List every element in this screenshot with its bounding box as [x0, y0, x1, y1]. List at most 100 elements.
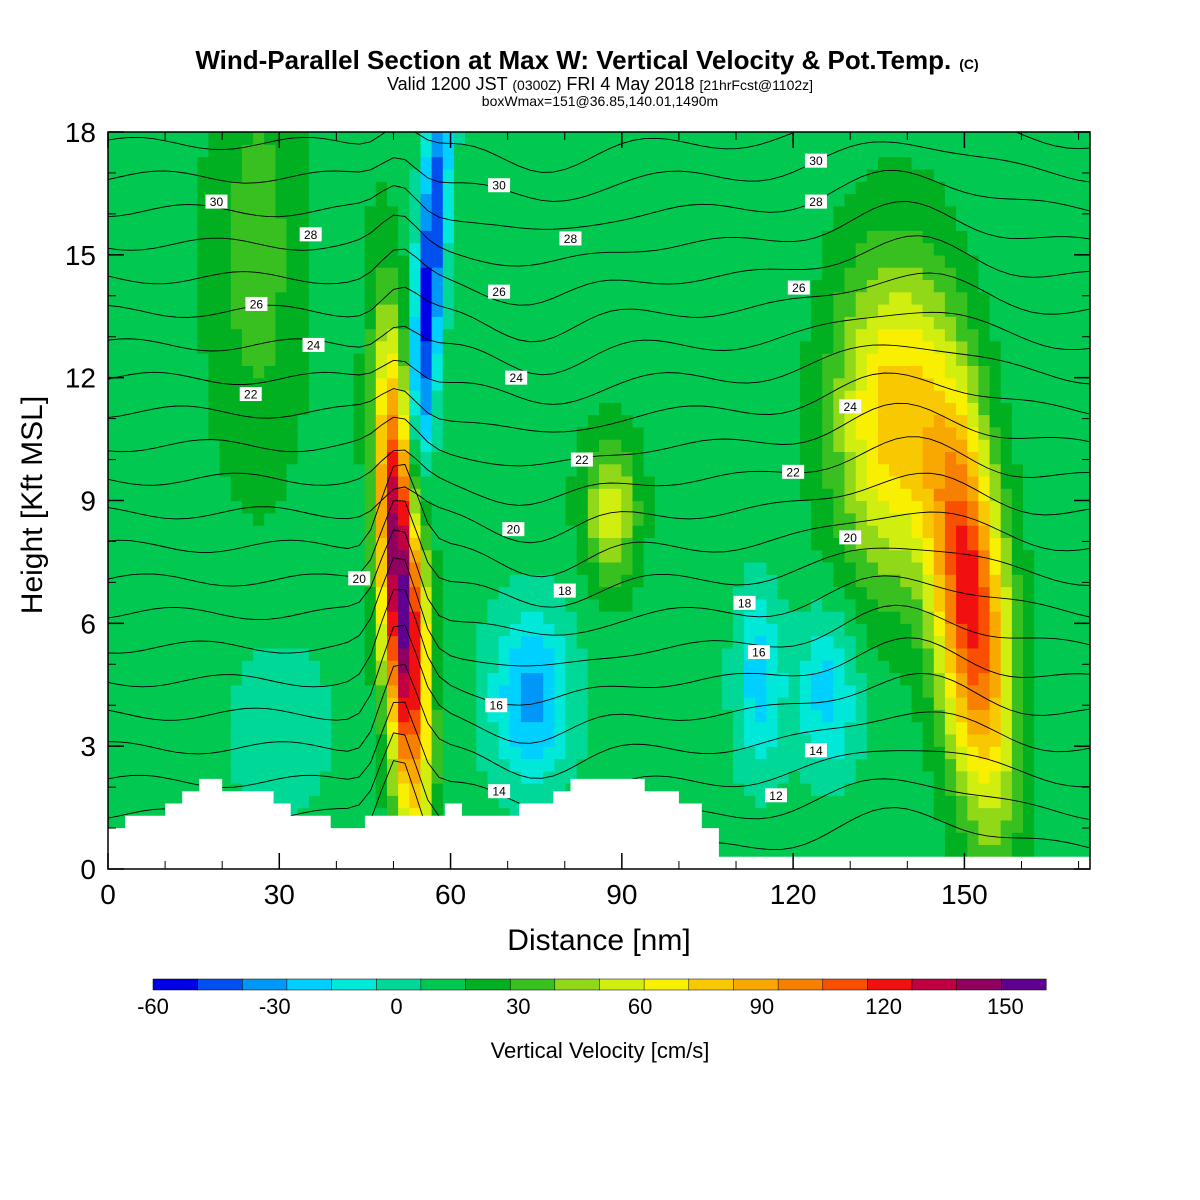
velocity-cell: [866, 181, 879, 194]
velocity-cell: [1067, 365, 1080, 379]
velocity-cell: [889, 611, 901, 624]
velocity-cell: [643, 181, 656, 194]
velocity-cell: [1000, 463, 1013, 477]
velocity-cell: [878, 721, 890, 735]
velocity-cell: [822, 365, 834, 379]
velocity-cell: [308, 328, 321, 342]
velocity-cell: [442, 512, 455, 526]
velocity-cell: [1056, 758, 1069, 772]
velocity-cell: [375, 647, 388, 661]
velocity-cell: [677, 377, 689, 391]
velocity-cell: [453, 353, 466, 366]
velocity-cell: [822, 525, 834, 538]
velocity-cell: [152, 316, 165, 330]
velocity-cell: [119, 181, 131, 194]
velocity-cell: [643, 488, 656, 502]
velocity-cell: [331, 512, 343, 526]
velocity-cell: [364, 181, 377, 194]
velocity-cell: [944, 451, 957, 465]
velocity-cell: [398, 721, 410, 735]
velocity-cell: [476, 697, 489, 710]
velocity-cell: [1034, 500, 1046, 514]
velocity-cell: [230, 623, 243, 637]
velocity-cell: [677, 697, 689, 710]
velocity-cell: [911, 463, 924, 477]
velocity-cell: [1056, 218, 1069, 231]
velocity-cell: [253, 267, 265, 280]
velocity-cell: [375, 770, 388, 784]
velocity-cell: [520, 353, 533, 366]
velocity-cell: [108, 721, 120, 735]
velocity-cell: [175, 672, 187, 686]
velocity-cell: [297, 611, 310, 624]
velocity-cell: [554, 168, 567, 182]
velocity-cell: [744, 328, 756, 342]
velocity-cell: [755, 672, 767, 686]
velocity-cell: [108, 304, 120, 317]
velocity-cell: [108, 463, 120, 477]
velocity-cell: [989, 242, 1002, 256]
velocity-cell: [1011, 770, 1024, 784]
velocity-cell: [766, 611, 779, 624]
velocity-cell: [610, 574, 622, 588]
velocity-cell: [911, 660, 924, 674]
velocity-cell: [978, 328, 991, 342]
velocity-cell: [766, 672, 779, 686]
velocity-cell: [141, 721, 154, 735]
velocity-cell: [275, 193, 288, 207]
velocity-cell: [587, 672, 600, 686]
velocity-cell: [465, 193, 477, 207]
velocity-cell: [833, 414, 846, 428]
velocity-cell: [331, 451, 343, 465]
velocity-cell: [398, 758, 410, 772]
velocity-cell: [1011, 746, 1024, 760]
velocity-cell: [855, 414, 868, 428]
velocity-cell: [175, 193, 187, 207]
velocity-cell: [398, 746, 410, 760]
velocity-cell: [900, 758, 913, 772]
velocity-cell: [900, 328, 913, 342]
velocity-cell: [944, 291, 957, 305]
velocity-cell: [666, 611, 678, 624]
velocity-cell: [208, 291, 221, 305]
velocity-cell: [431, 746, 444, 760]
velocity-cell: [554, 697, 567, 710]
velocity-cell: [799, 561, 812, 575]
velocity-cell: [900, 242, 913, 256]
velocity-cell: [766, 807, 779, 821]
velocity-cell: [487, 242, 500, 256]
velocity-cell: [866, 193, 879, 207]
velocity-cell: [744, 230, 756, 244]
velocity-cell: [353, 463, 366, 477]
velocity-cell: [532, 463, 544, 477]
velocity-cell: [219, 463, 232, 477]
velocity-cell: [844, 660, 857, 674]
velocity-cell: [688, 783, 701, 796]
velocity-cell: [732, 537, 745, 551]
velocity-cell: [755, 819, 767, 833]
velocity-cell: [599, 353, 611, 366]
velocity-cell: [152, 353, 165, 366]
velocity-cell: [186, 291, 198, 305]
velocity-cell: [833, 353, 846, 366]
velocity-cell: [543, 353, 555, 366]
velocity-cell: [911, 512, 924, 526]
velocity-cell: [1056, 746, 1069, 760]
velocity-cell: [1000, 279, 1013, 293]
velocity-cell: [878, 561, 890, 575]
velocity-cell: [152, 451, 165, 465]
velocity-cell: [476, 267, 489, 280]
velocity-cell: [331, 353, 343, 366]
velocity-cell: [163, 488, 176, 502]
velocity-cell: [152, 574, 165, 588]
velocity-cell: [375, 660, 388, 674]
velocity-cell: [1056, 586, 1069, 600]
velocity-cell: [599, 168, 611, 182]
velocity-cell: [1023, 660, 1035, 674]
velocity-cell: [364, 328, 377, 342]
velocity-cell: [130, 598, 143, 612]
velocity-cell: [119, 353, 131, 366]
velocity-cell: [320, 168, 332, 182]
velocity-cell: [989, 279, 1002, 293]
velocity-cell: [710, 304, 723, 317]
